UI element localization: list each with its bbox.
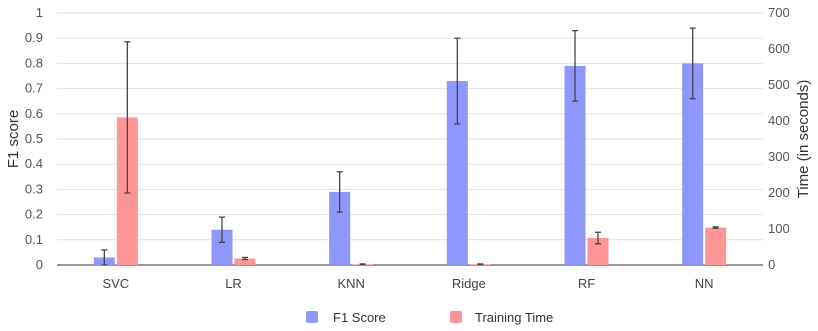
right-tick-600: 600 [768,41,790,56]
bar-training-time-lr [234,258,256,265]
left-tick-0-2: 0.2 [25,207,43,222]
left-tick-0-6: 0.6 [25,106,43,121]
left-tick-0-5: 0.5 [25,131,43,146]
legend-swatch-f1-score [306,311,318,323]
category-label-rf: RF [578,276,595,291]
left-tick-0-4: 0.4 [25,156,43,171]
left-tick-0-7: 0.7 [25,81,43,96]
left-tick-0-1: 0.1 [25,232,43,247]
left-tick-1: 1 [36,5,43,20]
bar-training-time-nn [705,227,727,265]
legend-label-f1-score: F1 Score [333,310,386,325]
gridlines [57,12,763,266]
right-axis-title: Time (in seconds) [795,80,812,199]
right-tick-200: 200 [768,185,790,200]
right-axis-ticks: 0 100 200 300 400 500 600 700 [768,5,790,272]
category-label-svc: SVC [102,276,129,291]
bar-f1-score-lr [211,229,233,265]
left-tick-0-9: 0.9 [25,30,43,45]
category-labels: SVC LR KNN Ridge RF NN [102,276,713,291]
left-tick-0-3: 0.3 [25,181,43,196]
error-bars [101,27,719,266]
legend: F1 Score Training Time [306,310,553,325]
right-tick-0: 0 [768,257,775,272]
left-axis-ticks: 0 0.1 0.2 0.3 0.4 0.5 0.6 0.7 0.8 0.9 1 [25,5,43,272]
category-label-ridge: Ridge [452,276,486,291]
right-tick-400: 400 [768,113,790,128]
category-label-lr: LR [225,276,242,291]
right-tick-700: 700 [768,5,790,20]
bar-f1-score-knn [329,191,351,265]
bar-f1-score-rf [564,65,586,265]
right-tick-100: 100 [768,221,790,236]
left-tick-0-8: 0.8 [25,55,43,70]
right-tick-300: 300 [768,149,790,164]
bar-f1-score-nn [682,63,704,266]
left-tick-0: 0 [36,257,43,272]
bar-training-time-rf [587,238,609,265]
legend-label-training-time: Training Time [475,310,553,325]
bar-f1-score-ridge [446,81,468,265]
right-tick-500: 500 [768,77,790,92]
left-axis-title: F1 score [5,110,22,168]
category-label-nn: NN [695,276,714,291]
category-label-knn: KNN [337,276,364,291]
legend-swatch-training-time [450,311,462,323]
